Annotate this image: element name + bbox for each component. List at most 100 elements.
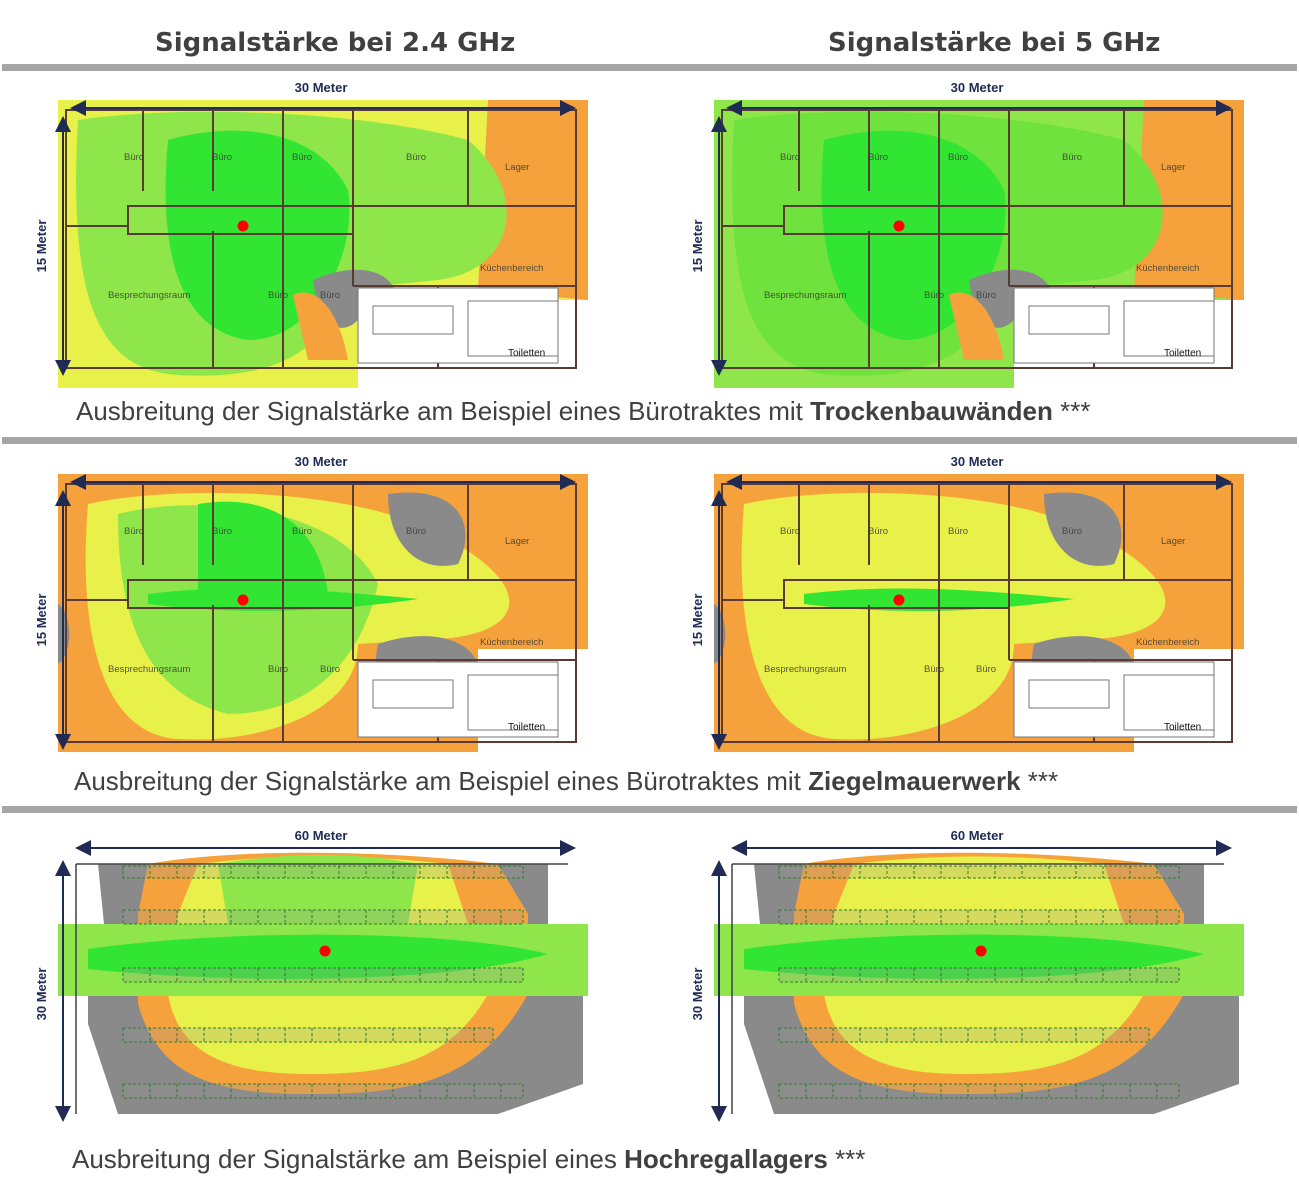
coverage-strong bbox=[821, 130, 1006, 340]
signal-heatmap bbox=[58, 852, 588, 1114]
width-dimension-label: 30 Meter bbox=[295, 80, 348, 95]
coverage-strong bbox=[165, 130, 350, 340]
room-label: Büro bbox=[1062, 526, 1082, 537]
heatmap-brick-2-4ghz: Büro Büro Büro Büro Lager Küchenbereich Bespre… bbox=[28, 450, 593, 768]
room-label: Toiletten bbox=[508, 348, 545, 359]
room-label: Büro bbox=[976, 290, 996, 301]
room-label: Büro bbox=[780, 152, 800, 163]
caption-brick: Ausbreitung der Signalstärke am Beispiel… bbox=[74, 766, 1059, 796]
room-label: Büro bbox=[780, 526, 800, 537]
coverage-none bbox=[969, 269, 1054, 328]
access-point-marker bbox=[975, 945, 987, 957]
room-label: Besprechungsraum bbox=[108, 664, 190, 675]
rack-row bbox=[122, 967, 524, 983]
height-dimension-label: 30 Meter bbox=[690, 968, 705, 1021]
corridor bbox=[127, 579, 354, 609]
signal-heatmap bbox=[714, 852, 1244, 1114]
room-label: Büro bbox=[976, 664, 996, 675]
coverage-weak-edge bbox=[478, 100, 588, 300]
room-label: Lager bbox=[1161, 162, 1185, 173]
room-label: Küchenbereich bbox=[480, 263, 543, 274]
height-dimension-label: 15 Meter bbox=[34, 220, 49, 273]
room-label: Küchenbereich bbox=[1136, 637, 1199, 648]
staircase bbox=[372, 679, 454, 709]
room-label: Toiletten bbox=[508, 722, 545, 733]
width-dimension-label: 30 Meter bbox=[295, 454, 348, 469]
rack-row bbox=[122, 1083, 524, 1099]
room-label: Lager bbox=[505, 162, 529, 173]
separator bbox=[2, 437, 1297, 444]
room-label: Büro bbox=[868, 152, 888, 163]
caption-drywall: Ausbreitung der Signalstärke am Beispiel… bbox=[76, 396, 1091, 426]
room-label: Büro bbox=[868, 526, 888, 537]
rack-row bbox=[778, 1083, 1180, 1099]
room-label: Büro bbox=[406, 152, 426, 163]
access-point-marker bbox=[893, 594, 905, 606]
heatmap-warehouse-5ghz: 60 Meter 30 Meter bbox=[684, 824, 1249, 1124]
rack-row bbox=[778, 865, 1180, 879]
toilet-block bbox=[1123, 674, 1215, 731]
heatmap-drywall-5ghz: Büro Büro Büro Büro Lager Küchenbereich Bespre… bbox=[684, 76, 1249, 394]
room-label: Büro bbox=[124, 152, 144, 163]
height-dimension-label: 15 Meter bbox=[690, 220, 705, 273]
room-label: Büro bbox=[924, 664, 944, 675]
room-label: Büro bbox=[268, 664, 288, 675]
corridor bbox=[127, 205, 354, 235]
room-label: Büro bbox=[124, 526, 144, 537]
width-dimension-label: 60 Meter bbox=[951, 828, 1004, 843]
room-label: Büro bbox=[212, 526, 232, 537]
separator bbox=[2, 806, 1297, 813]
room-label: Büro bbox=[948, 526, 968, 537]
access-point-marker bbox=[319, 945, 331, 957]
rack-row bbox=[778, 967, 1180, 983]
room-label: Büro bbox=[212, 152, 232, 163]
height-dimension-label: 15 Meter bbox=[690, 594, 705, 647]
heatmap-drywall-2-4ghz: Büro Büro Büro Büro Lager Küchenbereich Bespre… bbox=[28, 76, 593, 394]
signal-heatmap bbox=[714, 474, 1244, 752]
room-label: Büro bbox=[1062, 152, 1082, 163]
signal-heatmap bbox=[58, 100, 588, 388]
room-label: Büro bbox=[320, 664, 340, 675]
room-label: Büro bbox=[948, 152, 968, 163]
heatmap-warehouse-2-4ghz: 60 Meter 30 Meter bbox=[28, 824, 593, 1124]
height-dimension-label: 15 Meter bbox=[34, 594, 49, 647]
rack-row bbox=[778, 909, 1180, 925]
heatmap-brick-5ghz: Büro Büro Büro Büro Lager Küchenbereich Bespre… bbox=[684, 450, 1249, 768]
toilet-block bbox=[467, 300, 559, 357]
column-title-2-4ghz: Signalstärke bei 2.4 GHz bbox=[155, 28, 516, 58]
room-label: Küchenbereich bbox=[480, 637, 543, 648]
room-label: Lager bbox=[1161, 536, 1185, 547]
rack-row bbox=[778, 1027, 1150, 1043]
room-label: Büro bbox=[268, 290, 288, 301]
access-point-marker bbox=[893, 220, 905, 232]
room-label: Büro bbox=[406, 526, 426, 537]
room-label: Büro bbox=[292, 526, 312, 537]
room-label: Besprechungsraum bbox=[108, 290, 190, 301]
staircase bbox=[1028, 679, 1110, 709]
signal-heatmap bbox=[714, 100, 1244, 388]
toilet-block bbox=[467, 674, 559, 731]
coverage-weak bbox=[293, 292, 348, 360]
room-label: Küchenbereich bbox=[1136, 263, 1199, 274]
coverage-weak bbox=[949, 292, 1004, 360]
rack-row bbox=[122, 909, 524, 925]
corridor bbox=[783, 205, 1010, 235]
width-dimension-label: 60 Meter bbox=[295, 828, 348, 843]
toilet-block bbox=[1123, 300, 1215, 357]
staircase bbox=[372, 305, 454, 335]
room-label: Besprechungsraum bbox=[764, 664, 846, 675]
rack-row bbox=[122, 865, 524, 879]
coverage-strong bbox=[198, 501, 328, 594]
coverage-none bbox=[388, 492, 466, 566]
room-label: Toiletten bbox=[1164, 722, 1201, 733]
corridor bbox=[783, 579, 1010, 609]
coverage-weak-edge bbox=[1134, 100, 1244, 300]
room-label: Besprechungsraum bbox=[764, 290, 846, 301]
coverage-none bbox=[1044, 492, 1122, 566]
rack-row bbox=[122, 1027, 494, 1043]
room-label: Toiletten bbox=[1164, 348, 1201, 359]
access-point-marker bbox=[237, 220, 249, 232]
room-label: Büro bbox=[292, 152, 312, 163]
separator bbox=[2, 64, 1297, 71]
height-dimension-label: 30 Meter bbox=[34, 968, 49, 1021]
